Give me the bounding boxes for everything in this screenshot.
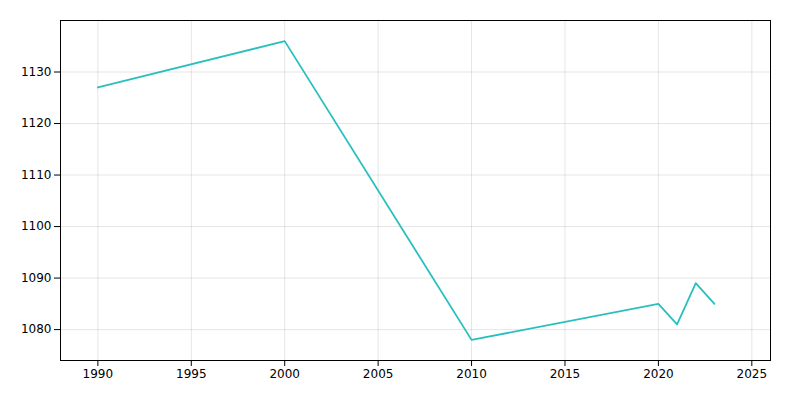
svg-text:2020: 2020 xyxy=(643,367,674,381)
svg-text:2005: 2005 xyxy=(363,367,394,381)
svg-text:1110: 1110 xyxy=(21,168,52,182)
svg-text:1090: 1090 xyxy=(21,271,52,285)
svg-text:1120: 1120 xyxy=(21,116,52,130)
svg-text:2010: 2010 xyxy=(456,367,487,381)
svg-text:2000: 2000 xyxy=(269,367,300,381)
svg-text:2025: 2025 xyxy=(737,367,768,381)
svg-text:1990: 1990 xyxy=(83,367,114,381)
svg-text:1080: 1080 xyxy=(21,322,52,336)
svg-text:2015: 2015 xyxy=(550,367,581,381)
svg-text:1130: 1130 xyxy=(21,65,52,79)
svg-text:1100: 1100 xyxy=(21,219,52,233)
svg-text:1995: 1995 xyxy=(176,367,207,381)
